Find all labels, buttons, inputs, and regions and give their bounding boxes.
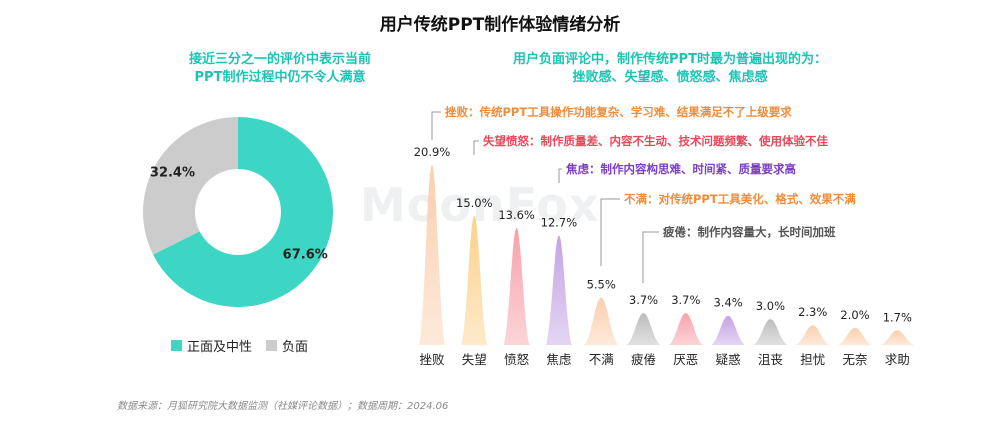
peak-value-label-2: 13.6%	[498, 208, 535, 222]
legend-label-positive: 正面及中性	[187, 340, 253, 355]
category-label-6: 厌恶	[673, 352, 698, 367]
peak-mark-1	[461, 215, 488, 345]
peak-value-label-11: 1.7%	[883, 310, 912, 324]
right-subtitle: 用户负面评论中，制作传统PPT时最为普遍出现的为： 挫败感、失望感、愤怒感、焦虑…	[470, 51, 870, 87]
category-label-0: 挫败	[419, 352, 445, 367]
peak-mark-2	[503, 227, 530, 345]
data-source: 数据来源：月狐研究院大数据监测（社媒评论数据）；数据周期：2024.06	[117, 401, 449, 412]
annotation-connector-2	[558, 168, 562, 183]
legend-item-positive: 正面及中性	[171, 336, 252, 355]
right-subtitle-line-1: 用户负面评论中，制作传统PPT时最为普遍出现的为：	[513, 52, 827, 67]
donut-legend: 正面及中性 负面	[171, 336, 322, 355]
peak-value-label-9: 2.3%	[798, 305, 827, 319]
peak-mark-11	[880, 330, 915, 345]
peak-mark-10	[838, 327, 872, 345]
legend-swatch-positive	[171, 340, 182, 351]
annotation-text-1: 失望愤怒：制作质量差、内容不生动、技术问题频繁、使用体验不佳	[483, 134, 828, 148]
donut-slice-1	[143, 117, 238, 255]
category-label-1: 失望	[462, 352, 487, 367]
peak-value-label-7: 3.4%	[713, 296, 742, 310]
peak-mark-6	[668, 313, 703, 345]
category-label-11: 求助	[885, 352, 910, 367]
category-label-7: 疑惑	[716, 352, 741, 367]
peak-mark-4	[584, 297, 619, 345]
peak-value-label-0: 20.9%	[414, 145, 451, 159]
peak-mark-7	[711, 315, 746, 345]
right-subtitle-line-2: 挫败感、失望感、愤怒感、焦虑感	[572, 70, 768, 85]
annotation-connector-1	[473, 140, 479, 155]
category-label-9: 担忧	[800, 352, 825, 367]
annotation-text-4: 疲倦：制作内容量大，长时间加班	[663, 225, 836, 239]
moonfox-watermark: MoonFox	[360, 178, 600, 232]
left-subtitle-line-1: 接近三分之一的评价中表示当前	[188, 52, 371, 67]
donut-label-0: 67.6%	[283, 247, 328, 262]
left-subtitle: 接近三分之一的评价中表示当前 PPT制作过程中仍不令人满意	[130, 51, 430, 87]
annotation-connector-3	[600, 198, 620, 266]
peak-mark-5	[626, 313, 661, 345]
legend-swatch-negative	[266, 340, 278, 351]
peak-mark-0	[419, 165, 445, 345]
legend-label-negative: 负面	[282, 340, 309, 355]
annotation-text-3: 不满：对传统PPT工具美化、格式、效果不满	[624, 192, 856, 206]
peak-value-label-3: 12.7%	[541, 216, 578, 230]
peak-value-label-6: 3.7%	[671, 293, 700, 307]
annotation-connector-0	[431, 111, 441, 140]
donut-slice-0	[153, 117, 334, 307]
peak-mark-9	[795, 325, 830, 345]
category-label-5: 疲倦	[631, 352, 656, 367]
annotation-text-2: 焦虑：制作内容构思难、时间紧、质量要求高	[565, 162, 796, 176]
peak-value-label-5: 3.7%	[629, 293, 658, 307]
legend-item-negative: 负面	[266, 336, 308, 355]
category-label-10: 无奈	[842, 352, 868, 367]
peak-value-label-8: 3.0%	[756, 299, 785, 313]
peak-mark-8	[753, 319, 788, 345]
left-subtitle-line-2: PPT制作过程中仍不令人满意	[194, 70, 366, 85]
category-label-3: 焦虑	[546, 352, 572, 367]
peak-value-label-10: 2.0%	[840, 308, 869, 322]
peak-value-label-4: 5.5%	[587, 278, 616, 292]
peak-mark-3	[545, 235, 572, 345]
category-label-8: 沮丧	[758, 352, 783, 367]
annotation-connector-4	[642, 231, 659, 283]
category-label-4: 不满	[589, 352, 614, 367]
page-title: 用户传统PPT制作体验情绪分析	[379, 15, 621, 35]
category-label-2: 愤怒	[504, 352, 530, 367]
peak-value-label-1: 15.0%	[456, 196, 493, 210]
annotation-text-0: 挫败：传统PPT工具操作功能复杂、学习难、结果满足不了上级要求	[445, 105, 792, 119]
donut-label-1: 32.4%	[150, 166, 195, 181]
